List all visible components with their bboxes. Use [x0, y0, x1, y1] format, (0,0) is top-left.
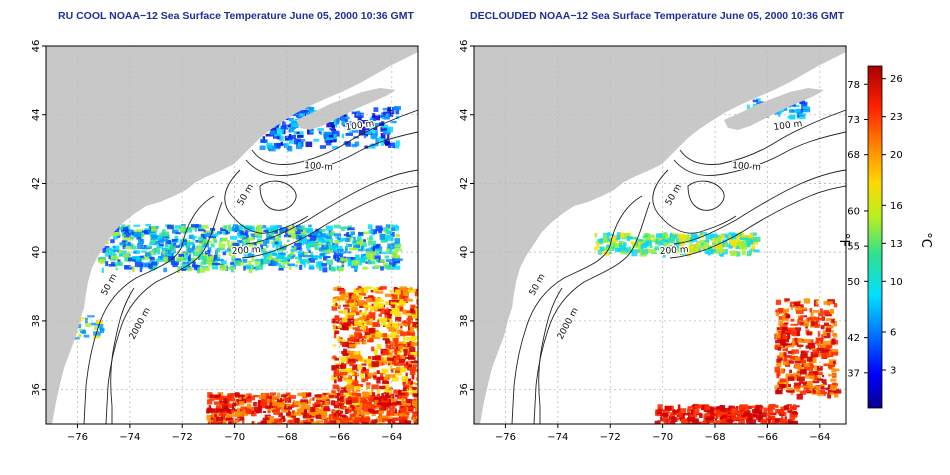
fahrenheit-tick-label: 50: [847, 277, 860, 288]
fahrenheit-tick-label: 37: [847, 368, 860, 379]
lon-tick-label: −74: [119, 432, 140, 443]
lon-tick-label: −76: [495, 432, 516, 443]
lon-tick-label: −70: [652, 432, 673, 443]
fahrenheit-tick-label: 42: [847, 333, 860, 344]
lon-tick-label: −70: [224, 432, 245, 443]
contour-label: 100 m: [732, 161, 761, 173]
celsius-tick-label: 6: [890, 328, 896, 339]
celsius-tick-label: 13: [890, 239, 903, 250]
lat-tick-label: 44: [459, 108, 470, 121]
celsius-axis-label: °C: [918, 232, 933, 248]
left-map-title: RU COOL NOAA−12 Sea Surface Temperature …: [58, 10, 414, 22]
lat-tick-label: 38: [459, 315, 470, 328]
lat-tick-label: 44: [31, 108, 42, 121]
left-map-frame: [45, 45, 419, 425]
celsius-tick-label: 3: [890, 366, 896, 377]
celsius-tick-label: 10: [890, 277, 903, 288]
lon-tick-label: −68: [276, 432, 297, 443]
left-graticule: [46, 46, 418, 424]
lon-tick-label: −66: [329, 432, 350, 443]
lon-tick-label: −72: [172, 432, 193, 443]
celsius-tick-label: 23: [890, 112, 903, 123]
lon-tick-label: −66: [757, 432, 778, 443]
lat-tick-label: 42: [459, 177, 470, 190]
fahrenheit-tick-label: 73: [847, 115, 860, 126]
colorbar: 26 23 20 16 13 10 6 3 78 73 68 60 55 50 42 37 °F °C: [836, 65, 933, 409]
fahrenheit-axis-label: °F: [836, 233, 851, 247]
fahrenheit-tick-label: 78: [847, 80, 860, 91]
lat-tick-label: 36: [459, 383, 470, 396]
lat-tick-label: 36: [31, 383, 42, 396]
lat-tick-label: 46: [31, 40, 42, 53]
fahrenheit-tick-label: 55: [847, 242, 860, 253]
fahrenheit-tick-label: 68: [847, 150, 860, 161]
fahrenheit-tick-label: 60: [847, 206, 860, 217]
colorbar-gradient: [867, 65, 883, 409]
lat-tick-label: 40: [459, 246, 470, 259]
lon-tick-label: −74: [547, 432, 568, 443]
celsius-tick-label: 16: [890, 201, 903, 212]
lon-tick-label: −64: [809, 432, 830, 443]
contour-label: 200 m: [660, 245, 689, 257]
lat-tick-label: 38: [31, 315, 42, 328]
celsius-tick-label: 20: [890, 150, 903, 161]
right-map-title: DECLOUDED NOAA−12 Sea Surface Temperatur…: [470, 10, 845, 22]
lat-tick-label: 46: [459, 40, 470, 53]
contour-label: 100 m: [304, 161, 333, 173]
lon-tick-label: −64: [381, 432, 402, 443]
contour-label: 200 m: [232, 245, 261, 257]
lon-tick-label: −72: [600, 432, 621, 443]
right-graticule: [474, 46, 846, 424]
celsius-tick-label: 26: [890, 74, 903, 85]
lat-tick-label: 42: [31, 177, 42, 190]
right-map-frame: [473, 45, 847, 425]
lat-tick-label: 40: [31, 246, 42, 259]
lon-tick-label: −68: [704, 432, 725, 443]
right-sst-field: [521, 96, 842, 424]
lon-tick-label: −76: [67, 432, 88, 443]
